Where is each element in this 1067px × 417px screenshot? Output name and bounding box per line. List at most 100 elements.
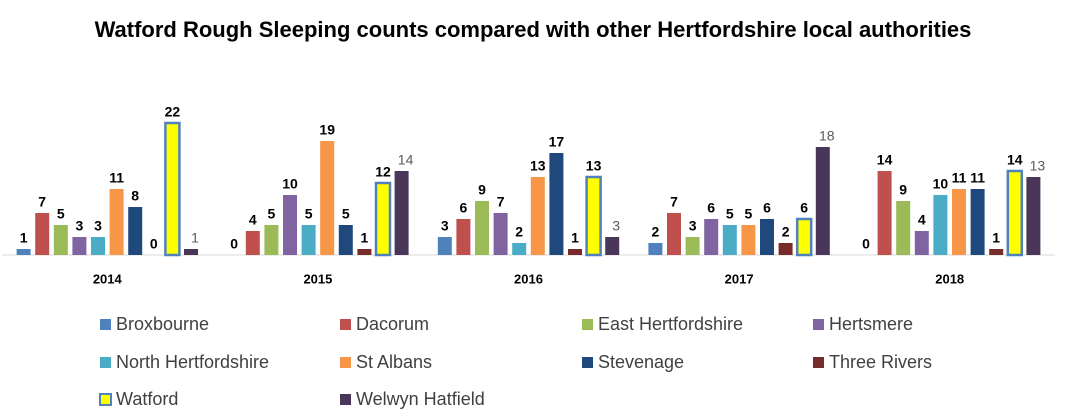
bar xyxy=(952,189,966,255)
bar xyxy=(475,201,489,255)
data-label: 17 xyxy=(549,134,565,150)
bar xyxy=(374,181,392,257)
bar xyxy=(394,171,409,255)
data-label: 5 xyxy=(342,206,350,222)
data-label: 11 xyxy=(109,170,124,186)
data-label: 1 xyxy=(361,230,369,246)
bar xyxy=(91,237,105,255)
data-label: 1 xyxy=(992,230,1000,246)
bar xyxy=(357,249,372,255)
data-label: 6 xyxy=(800,200,808,216)
bar xyxy=(704,219,719,255)
data-label: 4 xyxy=(249,212,257,228)
data-label: 9 xyxy=(478,182,486,198)
legend-label: Watford xyxy=(116,389,178,409)
bar xyxy=(35,213,50,255)
data-label: 7 xyxy=(670,194,678,210)
legend-label: East Hertfordshire xyxy=(598,314,743,334)
bar xyxy=(585,175,602,257)
data-label: 14 xyxy=(1007,152,1023,168)
data-label: 3 xyxy=(612,218,620,234)
bar xyxy=(896,201,911,255)
data-label: 22 xyxy=(165,104,181,120)
bar xyxy=(283,195,297,255)
legend-swatch xyxy=(340,357,351,368)
data-label: 4 xyxy=(918,212,926,228)
data-label: 5 xyxy=(305,206,313,222)
legend-swatch xyxy=(100,319,111,330)
legend-swatch xyxy=(582,357,593,368)
bar xyxy=(456,219,471,255)
data-label: 5 xyxy=(745,206,753,222)
data-label: 13 xyxy=(530,158,546,174)
bar xyxy=(914,231,929,255)
data-label: 19 xyxy=(319,122,335,138)
bar xyxy=(320,141,335,255)
bar xyxy=(741,225,756,255)
x-tick-label: 2016 xyxy=(514,271,543,286)
data-label: 14 xyxy=(398,152,414,168)
legend-swatch xyxy=(99,393,112,406)
legend-label: Dacorum xyxy=(356,314,429,334)
bar xyxy=(760,219,774,255)
bar xyxy=(933,195,948,255)
data-label: 7 xyxy=(497,194,505,210)
legend-label: North Hertfordshire xyxy=(116,352,269,372)
data-label: 7 xyxy=(38,194,46,210)
legend-swatch xyxy=(582,319,593,330)
data-label: 13 xyxy=(586,158,602,174)
x-tick-label: 2014 xyxy=(93,271,123,286)
data-label: 12 xyxy=(375,164,391,180)
legend-swatch xyxy=(340,319,351,330)
bar xyxy=(722,225,737,255)
data-label: 2 xyxy=(515,224,523,240)
data-label: 2 xyxy=(782,224,790,240)
data-label: 1 xyxy=(20,230,28,246)
bar xyxy=(1006,169,1024,257)
bar xyxy=(264,225,279,255)
data-label: 3 xyxy=(76,218,84,234)
bar xyxy=(605,237,620,255)
bar xyxy=(568,249,582,255)
data-label: 5 xyxy=(57,206,65,222)
bar xyxy=(72,237,87,255)
data-label: 1 xyxy=(191,230,199,246)
x-tick-label: 2015 xyxy=(303,271,332,286)
bar xyxy=(164,121,181,257)
bar xyxy=(877,171,892,255)
bar xyxy=(437,237,452,255)
bar xyxy=(685,237,700,255)
legend-swatch xyxy=(340,394,351,405)
legend-label: Hertsmere xyxy=(829,314,913,334)
data-label: 6 xyxy=(707,200,715,216)
bar xyxy=(1026,177,1041,255)
bar xyxy=(778,243,793,255)
data-label: 3 xyxy=(689,218,697,234)
data-label: 13 xyxy=(1030,158,1046,174)
data-label: 6 xyxy=(763,200,771,216)
data-label: 5 xyxy=(726,206,734,222)
legend-label: Three Rivers xyxy=(829,352,932,372)
bar xyxy=(16,249,31,255)
data-label: 5 xyxy=(268,206,276,222)
bar xyxy=(245,231,260,255)
data-label: 11 xyxy=(952,170,967,186)
bar xyxy=(667,213,681,255)
bar xyxy=(301,225,316,255)
data-label: 9 xyxy=(899,182,907,198)
chart-title: Watford Rough Sleeping counts compared w… xyxy=(94,17,972,42)
legend-swatch xyxy=(813,357,824,368)
data-label: 10 xyxy=(282,176,298,192)
data-label: 0 xyxy=(150,236,158,252)
data-label: 3 xyxy=(94,218,102,234)
bar xyxy=(53,225,68,255)
bar xyxy=(549,153,564,255)
data-label: 6 xyxy=(460,200,468,216)
bar xyxy=(493,213,508,255)
bar xyxy=(338,225,353,255)
data-label: 3 xyxy=(441,218,449,234)
data-label: 18 xyxy=(819,128,835,144)
x-tick-label: 2017 xyxy=(725,271,754,286)
